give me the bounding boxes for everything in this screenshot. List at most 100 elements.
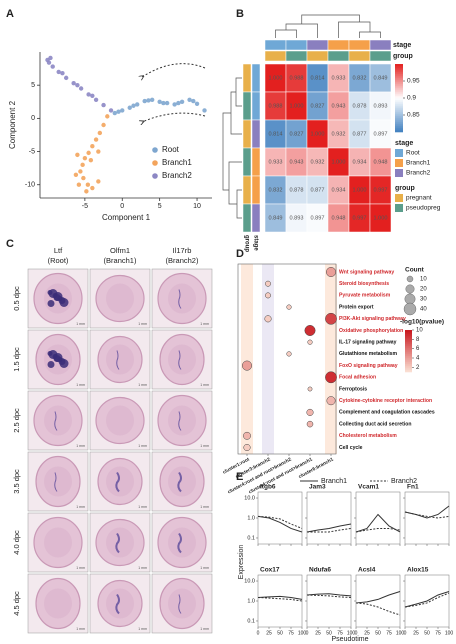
y-tick-label: -10	[25, 182, 35, 189]
x-tick-label: 0	[404, 630, 407, 636]
legend-label: pseudopreg	[406, 205, 441, 212]
annotation-cell	[242, 203, 252, 233]
subplot-frame	[257, 491, 303, 545]
scale-bar-label: 1 mm	[200, 322, 209, 326]
column-branch: (Branch2)	[166, 256, 199, 265]
cell-label: 0.933	[332, 75, 346, 81]
x-tick-label: 50	[277, 630, 283, 636]
legend-swatch	[152, 147, 158, 153]
x-tick-label: 10	[193, 203, 201, 210]
cell-label: 0.997	[374, 187, 388, 193]
colorbar-step	[395, 116, 403, 119]
point	[93, 97, 99, 102]
colorbar-step	[395, 88, 403, 91]
y-axis-label: Component 2	[8, 100, 17, 149]
point	[112, 110, 117, 116]
cell-label: 1.000	[374, 215, 388, 221]
colorbar-label: 0.85	[407, 112, 420, 119]
colorbar-step	[395, 106, 403, 109]
x-tick-label: 75	[386, 630, 392, 636]
stain	[178, 289, 182, 309]
subplot-title: Acsl4	[358, 567, 376, 574]
point	[80, 162, 85, 168]
scale-bar-label: 1 mm	[138, 444, 147, 448]
scale-bar-label: 1 mm	[76, 627, 85, 631]
x-tick-label: 25	[315, 630, 321, 636]
y-axis-label: Expression	[238, 545, 245, 580]
x-tick-label: 0	[355, 630, 358, 636]
trend-line	[306, 523, 352, 533]
x-tick-label: 25	[413, 630, 419, 636]
x-tick-label: 75	[288, 630, 294, 636]
colorbar-label: 0.9	[407, 95, 416, 102]
cell-label: 0.849	[374, 75, 388, 81]
pathway-label: Cell cycle	[339, 445, 363, 451]
point	[164, 100, 170, 106]
subplot-title: Ndufa6	[309, 567, 331, 574]
colorbar-step	[395, 84, 403, 87]
colorbar-label: 2	[416, 365, 420, 371]
row-label: 3.5 dpc	[12, 469, 21, 494]
point	[191, 98, 196, 104]
stain	[47, 300, 55, 307]
column-gene: Ltf	[54, 246, 63, 255]
cell-label: 0.988	[269, 103, 283, 109]
tissue-inner	[168, 283, 196, 314]
point	[81, 175, 86, 181]
stain	[54, 411, 58, 431]
scale-bar-label: 1 mm	[76, 566, 85, 570]
y-tick-label: 1.0	[247, 515, 255, 521]
y-tick-label: 10.0	[244, 578, 255, 584]
trend-line	[257, 595, 303, 600]
scale-bar-label: 1 mm	[138, 322, 147, 326]
point	[48, 55, 53, 61]
annotation-label: stage	[393, 42, 411, 49]
point	[116, 109, 121, 114]
y-tick-label: 0.1	[247, 535, 255, 541]
tissue-inner	[44, 527, 72, 558]
cell-label: 0.897	[374, 131, 388, 137]
annotation-cell	[348, 50, 371, 62]
cluster-label: cluster6:branch1	[298, 456, 335, 480]
x-tick-label: 100	[347, 630, 356, 636]
point	[108, 108, 114, 113]
tissue-inner	[44, 466, 72, 497]
size-legend-label: 10	[420, 277, 427, 283]
colorbar-step	[395, 86, 403, 89]
colorbar-step	[405, 340, 412, 343]
tissue-inner	[168, 344, 196, 375]
colorbar-step	[405, 370, 412, 373]
annotation-cell	[242, 91, 252, 121]
x-tick-label: 5	[158, 203, 162, 210]
cell-label: 0.932	[311, 159, 325, 165]
x-tick-label: 75	[435, 630, 441, 636]
scale-bar-label: 1 mm	[200, 627, 209, 631]
x-tick-label: 100	[396, 630, 405, 636]
colorbar-step	[395, 130, 403, 133]
y-tick-label: 10.0	[244, 495, 255, 501]
legend-swatch	[152, 160, 158, 166]
stain	[177, 471, 182, 493]
colorbar-step	[405, 332, 412, 335]
size-legend-dot	[406, 275, 414, 283]
trend-line	[307, 527, 352, 533]
colorbar-step	[395, 110, 403, 113]
dot	[243, 443, 251, 452]
colorbar-step	[405, 364, 412, 367]
pathway-label: Cholesterol metabolism	[339, 433, 397, 439]
point	[78, 86, 84, 91]
colorbar-step	[405, 356, 412, 359]
size-legend-dot	[403, 302, 417, 316]
row-label: 2.5 dpc	[12, 408, 21, 433]
annotation-cell	[306, 50, 329, 62]
colorbar-label: 4	[416, 356, 420, 362]
colorbar-step	[395, 76, 403, 79]
subplot-frame	[355, 491, 401, 545]
point	[179, 99, 185, 104]
point	[96, 149, 101, 154]
colorbar-step	[395, 128, 403, 131]
column-band	[262, 264, 274, 454]
tissue-inner	[44, 405, 72, 436]
point	[86, 92, 91, 97]
trend-line	[306, 593, 352, 597]
